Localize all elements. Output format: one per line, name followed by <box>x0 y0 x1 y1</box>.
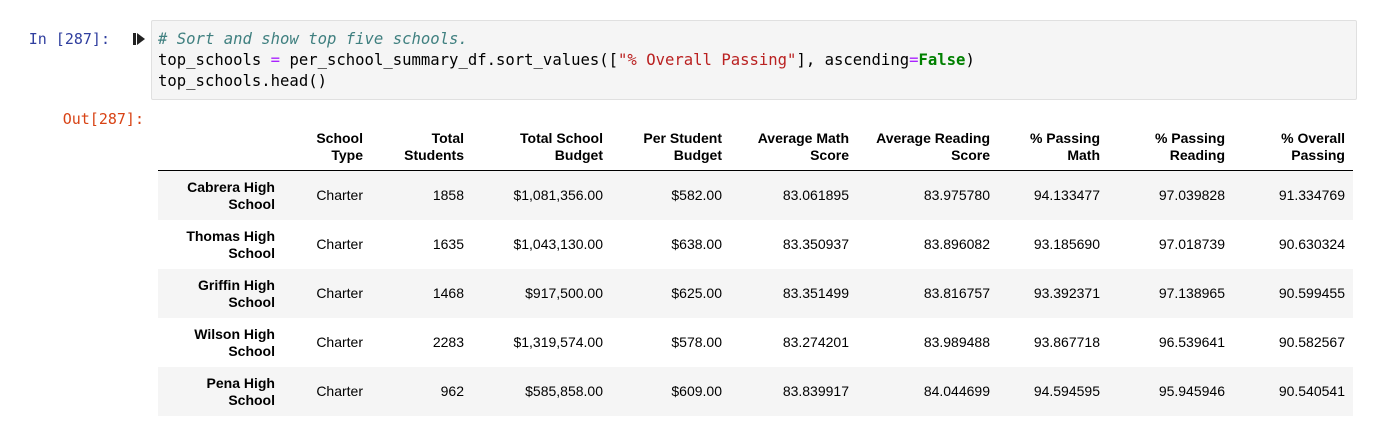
table-cell: 93.185690 <box>1033 236 1100 252</box>
table-cell: Charter <box>316 383 363 399</box>
table-cell: $1,081,356.00 <box>513 187 603 203</box>
table-cell: 94.133477 <box>1033 187 1100 203</box>
code-cell-input[interactable]: # Sort and show top five schools. top_sch… <box>151 20 1357 100</box>
column-header: Total Students <box>371 122 472 171</box>
code-sort-line: top_schools = per_school_summary_df.sort… <box>158 50 1356 71</box>
table-cell: $917,500.00 <box>525 285 603 301</box>
table-cell: 91.334769 <box>1278 187 1345 203</box>
table-cell: Charter <box>316 236 363 252</box>
table-cell: 83.896082 <box>923 236 990 252</box>
table-cell: 97.138965 <box>1158 285 1225 301</box>
table-cell: $625.00 <box>671 285 722 301</box>
table-cell: 95.945946 <box>1158 383 1225 399</box>
code-token: per_school_summary_df.sort_values([ <box>280 51 619 69</box>
index-header <box>158 122 283 171</box>
table-cell: 1635 <box>432 236 464 252</box>
table-cell: 90.630324 <box>1278 236 1345 252</box>
code-token: ], ascending <box>796 51 910 69</box>
table-cell: 93.392371 <box>1033 285 1100 301</box>
column-header: % Passing Reading <box>1108 122 1233 171</box>
cell-output: School Type Total Students Total School Bud… <box>158 122 1353 416</box>
column-header: Per Student Budget <box>611 122 730 171</box>
row-index: Pena High School <box>206 374 275 408</box>
table-body: Cabrera High School Charter 1858 $1,081,3… <box>158 170 1353 416</box>
table-cell: 96.539641 <box>1158 334 1225 350</box>
table-cell: 1858 <box>432 187 464 203</box>
table-cell: $609.00 <box>671 383 722 399</box>
code-operator: = <box>270 51 281 69</box>
table-row: Griffin High School Charter 1468 $917,500… <box>158 269 1353 318</box>
column-header: % Passing Math <box>998 122 1108 171</box>
table-cell: $582.00 <box>671 187 722 203</box>
code-keyword: False <box>918 51 966 69</box>
table-cell: 2283 <box>432 334 464 350</box>
table-cell: Charter <box>316 187 363 203</box>
code-operator: = <box>909 51 919 69</box>
table-cell: 83.274201 <box>782 334 849 350</box>
table-cell: 1468 <box>432 285 464 301</box>
row-index: Griffin High School <box>198 276 275 310</box>
table-cell: 90.540541 <box>1278 383 1345 399</box>
table-cell: 83.350937 <box>782 236 849 252</box>
column-header: % Overall Passing <box>1233 122 1353 171</box>
table-cell: $1,319,574.00 <box>513 334 603 350</box>
code-token: top_schools <box>158 51 271 69</box>
table-cell: $585,858.00 <box>525 383 603 399</box>
table-cell: 83.975780 <box>923 187 990 203</box>
table-header: School Type Total Students Total School Bud… <box>158 122 1353 171</box>
table-cell: Charter <box>316 285 363 301</box>
code-string: "% Overall Passing" <box>618 51 797 69</box>
code-comment-line: # Sort and show top five schools. <box>158 30 468 48</box>
column-header: School Type <box>283 122 371 171</box>
table-cell: 84.044699 <box>923 383 990 399</box>
column-header: Average Math Score <box>730 122 857 171</box>
table-cell: 90.582567 <box>1278 334 1345 350</box>
code-head-line: top_schools.head() <box>158 72 327 90</box>
row-index: Wilson High School <box>194 325 275 359</box>
table-cell: 83.989488 <box>923 334 990 350</box>
column-header: Total School Budget <box>472 122 611 171</box>
row-index: Cabrera High School <box>187 178 275 212</box>
table-cell: 97.018739 <box>1158 236 1225 252</box>
table-cell: $638.00 <box>671 236 722 252</box>
table-cell: 83.816757 <box>923 285 990 301</box>
table-row: Wilson High School Charter 2283 $1,319,57… <box>158 318 1353 367</box>
table-row: Thomas High School Charter 1635 $1,043,13… <box>158 220 1353 269</box>
table-row: Pena High School Charter 962 $585,858.00 … <box>158 367 1353 416</box>
table-cell: $578.00 <box>671 334 722 350</box>
table-cell: 83.061895 <box>782 187 849 203</box>
table-cell: $1,043,130.00 <box>513 236 603 252</box>
table-cell: 94.594595 <box>1033 383 1100 399</box>
input-prompt: In [287]: <box>28 30 110 48</box>
table-cell: 97.039828 <box>1158 187 1225 203</box>
run-cell-icon[interactable] <box>131 31 147 47</box>
dataframe-table: School Type Total Students Total School Bud… <box>158 122 1353 416</box>
table-cell: 83.839917 <box>782 383 849 399</box>
column-header: Average Reading Score <box>857 122 998 171</box>
output-prompt: Out[287]: <box>62 110 144 128</box>
code-token: ) <box>965 51 975 69</box>
table-cell: 83.351499 <box>782 285 849 301</box>
table-cell: 962 <box>440 383 464 399</box>
table-row: Cabrera High School Charter 1858 $1,081,3… <box>158 170 1353 220</box>
row-index: Thomas High School <box>186 227 275 261</box>
table-cell: 93.867718 <box>1033 334 1100 350</box>
table-cell: Charter <box>316 334 363 350</box>
table-cell: 90.599455 <box>1278 285 1345 301</box>
